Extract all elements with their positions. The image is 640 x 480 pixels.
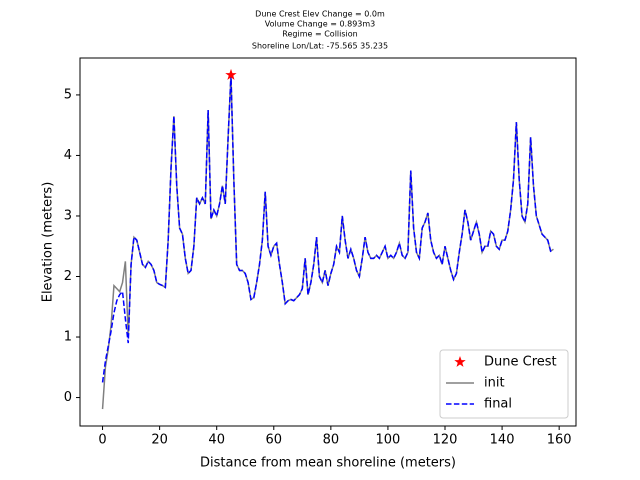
x-tick-label: 0 [98, 433, 106, 448]
y-tick-label: 4 [64, 148, 72, 163]
y-axis-label: Elevation (meters) [41, 182, 56, 303]
legend-label: final [484, 397, 512, 412]
y-tick-label: 2 [64, 269, 72, 284]
y-tick-label: 5 [64, 87, 72, 102]
x-tick-label: 40 [208, 433, 225, 448]
title-line: Shoreline Lon/Lat: -75.565 35.235 [252, 42, 388, 51]
x-axis-label: Distance from mean shoreline (meters) [200, 456, 456, 471]
legend-label: init [484, 376, 505, 391]
title-line: Dune Crest Elev Change = 0.0m [255, 10, 385, 19]
x-tick-label: 120 [433, 433, 458, 448]
title-line: Regime = Collision [282, 30, 357, 39]
y-tick-label: 0 [64, 390, 72, 405]
x-tick-label: 60 [266, 433, 283, 448]
plot-frame [79, 57, 577, 427]
dune-crest-marker [225, 68, 237, 80]
x-tick-label: 160 [547, 433, 572, 448]
y-tick-label: 1 [64, 330, 72, 345]
legend-marker [454, 356, 466, 367]
line-final [101, 74, 554, 383]
x-tick-label: 100 [376, 433, 401, 448]
x-tick-label: 80 [323, 433, 340, 448]
x-tick-label: 20 [151, 433, 168, 448]
title-line: Volume Change = 0.893m3 [265, 20, 376, 29]
x-tick-label: 140 [490, 433, 515, 448]
legend-box [439, 349, 569, 419]
legend-label: Dune Crest [484, 355, 557, 370]
y-tick-label: 3 [64, 208, 72, 223]
